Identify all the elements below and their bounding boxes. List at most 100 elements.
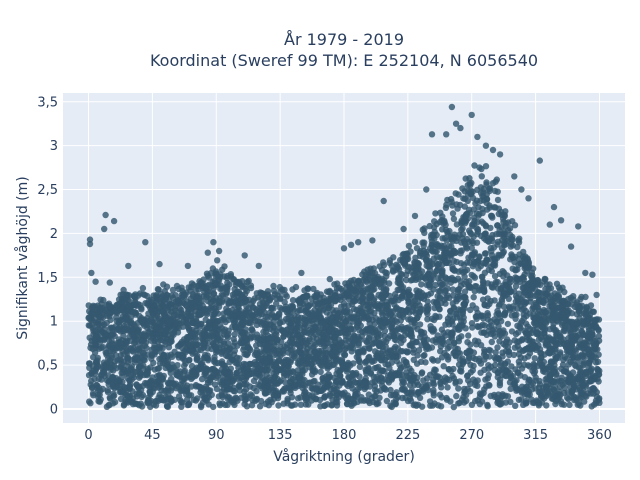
data-point: [528, 396, 535, 403]
data-point: [402, 251, 410, 258]
data-point: [515, 396, 523, 403]
data-point: [319, 302, 326, 309]
data-point: [290, 353, 298, 360]
data-point: [123, 340, 130, 347]
data-point: [496, 400, 503, 408]
data-point: [582, 340, 589, 347]
data-point: [131, 322, 138, 329]
data-point: [436, 295, 444, 302]
data-point: [477, 342, 485, 349]
data-point: [438, 244, 446, 252]
data-point: [188, 383, 195, 390]
data-point: [91, 349, 99, 356]
data-point: [264, 382, 271, 389]
data-point: [507, 256, 514, 263]
data-point: [471, 260, 478, 268]
data-point: [546, 281, 553, 288]
data-point: [487, 347, 494, 354]
data-point: [498, 298, 506, 305]
data-point: [265, 344, 272, 351]
data-point: [482, 163, 490, 170]
data-point: [498, 211, 505, 219]
data-point: [330, 385, 337, 392]
data-point: [248, 402, 256, 409]
data-point: [122, 397, 129, 404]
data-point: [218, 392, 225, 399]
data-point: [228, 313, 235, 320]
data-point: [436, 391, 444, 398]
data-point: [218, 358, 226, 365]
data-point: [198, 375, 206, 383]
data-point: [481, 269, 489, 276]
data-point: [492, 349, 499, 356]
data-point: [285, 384, 292, 391]
data-point: [565, 347, 573, 355]
data-point: [110, 306, 118, 313]
data-point: [558, 401, 565, 408]
data-point: [443, 259, 450, 267]
data-point: [137, 386, 145, 394]
data-point: [430, 387, 437, 394]
data-point: [471, 249, 479, 256]
data-point: [474, 382, 481, 389]
data-point: [554, 354, 562, 361]
data-point: [371, 309, 378, 317]
data-point: [387, 386, 394, 394]
data-point: [449, 315, 457, 323]
data-point: [418, 268, 426, 275]
data-point: [153, 293, 160, 300]
data-point: [552, 400, 559, 408]
data-point: [502, 241, 509, 248]
data-point: [366, 383, 373, 390]
data-point: [160, 372, 167, 380]
data-point: [478, 173, 485, 180]
data-point: [466, 354, 473, 362]
data-point: [494, 222, 501, 229]
data-point: [200, 306, 208, 313]
data-point: [400, 289, 407, 296]
data-point: [319, 375, 326, 382]
data-point: [182, 391, 190, 398]
data-point: [86, 364, 93, 371]
data-point: [507, 278, 514, 286]
data-point: [188, 346, 195, 353]
data-point: [363, 396, 370, 404]
data-point: [480, 185, 487, 193]
data-point: [223, 309, 231, 316]
data-point: [435, 402, 442, 409]
data-point: [225, 327, 232, 334]
data-point: [388, 359, 395, 366]
data-point: [447, 329, 455, 337]
data-point: [426, 222, 433, 230]
data-point: [434, 301, 441, 308]
data-point: [100, 359, 108, 366]
data-point: [466, 227, 473, 234]
data-point: [530, 303, 537, 310]
data-point: [103, 403, 111, 410]
data-point: [351, 337, 358, 344]
data-point: [160, 281, 167, 288]
data-point: [431, 366, 438, 373]
data-point: [378, 266, 386, 274]
data-point: [294, 395, 302, 402]
data-point: [321, 393, 328, 401]
data-point: [423, 308, 430, 315]
data-point: [293, 324, 300, 331]
data-point: [565, 324, 572, 331]
data-point: [513, 385, 521, 392]
data-point: [451, 234, 458, 241]
data-point: [491, 333, 498, 340]
data-point: [103, 349, 110, 356]
data-point: [539, 324, 546, 331]
data-point: [380, 289, 387, 296]
data-point: [418, 369, 426, 376]
data-point: [542, 285, 549, 293]
data-point: [457, 278, 464, 285]
data-point: [154, 286, 162, 293]
data-point: [383, 349, 390, 356]
data-point: [147, 364, 154, 371]
data-point: [394, 371, 401, 379]
data-point: [595, 351, 602, 358]
data-point: [510, 351, 518, 359]
data-point: [174, 343, 182, 350]
